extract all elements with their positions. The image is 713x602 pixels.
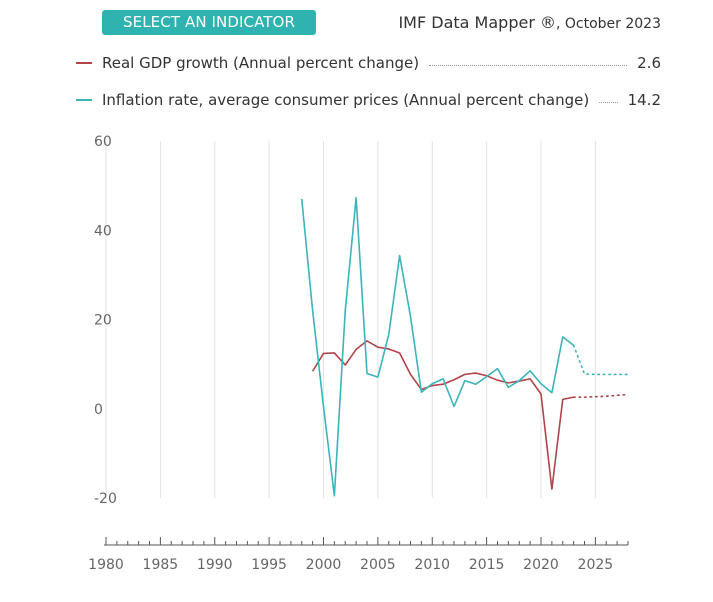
x-tick-label-2000: 2000 bbox=[306, 557, 342, 573]
source-label: IMF Data Mapper ®, October 2023 bbox=[398, 13, 661, 32]
select-indicator-button[interactable]: SELECT AN INDICATOR bbox=[102, 10, 316, 35]
y-tick-label-60: 60 bbox=[94, 134, 112, 150]
x-tick-label-2020: 2020 bbox=[523, 557, 559, 573]
x-tick-label-2025: 2025 bbox=[578, 557, 614, 573]
legend-item-gdp[interactable]: Real GDP growth (Annual percent change) … bbox=[76, 53, 661, 73]
x-tick-label-2005: 2005 bbox=[360, 557, 396, 573]
x-tick-label-1995: 1995 bbox=[251, 557, 287, 573]
x-tick-label-2010: 2010 bbox=[414, 557, 450, 573]
legend-item-inflation[interactable]: Inflation rate, average consumer prices … bbox=[76, 90, 661, 110]
y-tick-label-40: 40 bbox=[94, 223, 112, 239]
y-tick-label-20: 20 bbox=[94, 313, 112, 329]
series-projection-inflation bbox=[572, 344, 629, 376]
x-tick-label-2015: 2015 bbox=[469, 557, 505, 573]
legend-value-gdp: 2.6 bbox=[637, 54, 661, 72]
series-line-inflation bbox=[300, 196, 575, 497]
x-tick-label-1985: 1985 bbox=[143, 557, 179, 573]
legend-leader-dots bbox=[599, 101, 618, 103]
legend-label-gdp: Real GDP growth (Annual percent change) bbox=[102, 54, 420, 72]
y-tick-label-0: 0 bbox=[94, 402, 103, 418]
series-line-gdp bbox=[311, 340, 574, 490]
legend-swatch-inflation bbox=[76, 99, 92, 101]
legend-swatch-gdp bbox=[76, 62, 92, 64]
legend-label-inflation: Inflation rate, average consumer prices … bbox=[102, 91, 590, 109]
source-date: , October 2023 bbox=[555, 16, 661, 32]
x-tick-label-1990: 1990 bbox=[197, 557, 233, 573]
y-tick-label--20: -20 bbox=[94, 491, 117, 507]
x-tick-label-1980: 1980 bbox=[88, 557, 124, 573]
series-projection-gdp bbox=[572, 393, 629, 398]
source-name: IMF Data Mapper ® bbox=[398, 13, 556, 32]
legend-leader-dots bbox=[429, 64, 628, 66]
legend-value-inflation: 14.2 bbox=[627, 91, 661, 109]
